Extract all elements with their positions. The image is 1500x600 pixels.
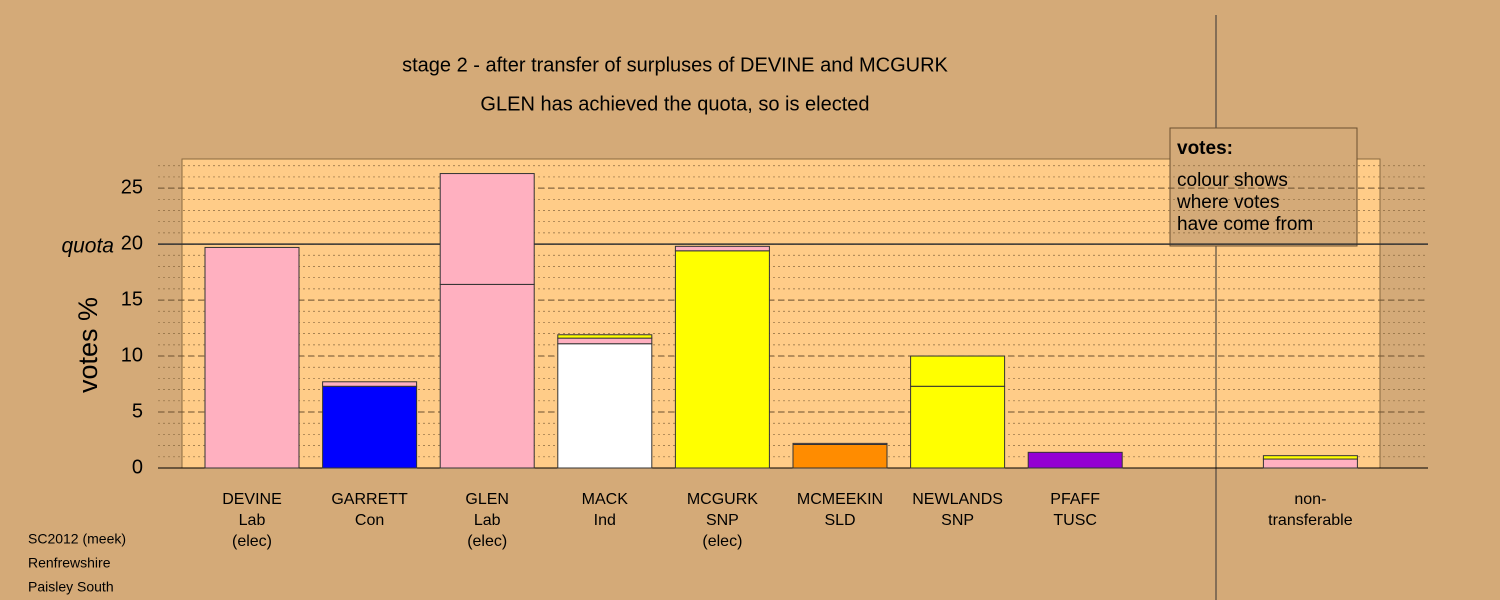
x-tick-label: DEVINE <box>222 491 282 508</box>
x-tick-label: TUSC <box>1053 512 1097 529</box>
x-tick-label: (elec) <box>702 533 742 550</box>
footnote: Renfrewshire <box>28 555 111 571</box>
x-tick-label: SLD <box>824 512 855 529</box>
bar-segment <box>910 355 1006 387</box>
bar-segment <box>439 173 535 285</box>
y-tick-label: 0 <box>132 456 143 478</box>
x-tick-label: transferable <box>1268 512 1353 529</box>
bar-segment <box>322 385 418 469</box>
legend-text: have come from <box>1177 214 1313 235</box>
bar-segment <box>1262 458 1358 469</box>
x-tick-label: Lab <box>239 512 266 529</box>
x-tick-label: SNP <box>706 512 739 529</box>
x-tick-label: GARRETT <box>331 491 408 508</box>
bar-segment <box>1027 451 1123 469</box>
y-tick-label: 25 <box>121 176 143 198</box>
x-tick-label: NEWLANDS <box>912 491 1003 508</box>
y-tick-label: 5 <box>132 400 143 422</box>
bar-segment <box>910 385 1006 469</box>
quota-label: quota <box>61 235 114 258</box>
legend-box <box>1169 127 1358 247</box>
footnote: SC2012 (meek) <box>28 531 126 547</box>
chart-subtitle: GLEN has achieved the quota, so is elect… <box>480 93 869 115</box>
x-tick-label: MCGURK <box>687 491 758 508</box>
y-axis-label: votes % <box>73 297 103 393</box>
legend-title: votes: <box>1177 138 1233 159</box>
bar-segment <box>322 381 418 387</box>
legend-text: colour shows <box>1177 170 1288 191</box>
bar-segment <box>557 343 653 469</box>
x-tick-label: Ind <box>594 512 616 529</box>
x-tick-label: MACK <box>582 491 629 508</box>
y-tick-label: 15 <box>121 288 143 310</box>
bar-segment <box>674 245 770 252</box>
bar-segment <box>674 250 770 469</box>
x-tick-label: non- <box>1294 491 1326 508</box>
bar-segment <box>204 246 300 469</box>
x-tick-label: MCMEEKIN <box>797 491 883 508</box>
x-tick-label: (elec) <box>232 533 272 550</box>
bar-segment <box>439 283 535 469</box>
bar-segment <box>557 334 653 339</box>
x-tick-label: Con <box>355 512 384 529</box>
bar-segment <box>792 442 888 445</box>
legend: votes: <box>1169 127 1358 247</box>
x-tick-label: Lab <box>474 512 501 529</box>
x-tick-label: GLEN <box>465 491 509 508</box>
x-tick-label: (elec) <box>467 533 507 550</box>
chart-title: stage 2 - after transfer of surpluses of… <box>402 54 948 76</box>
bar-segment <box>1262 455 1358 460</box>
x-tick-label: SNP <box>941 512 974 529</box>
bar-segment <box>792 443 888 469</box>
x-tick-label: PFAFF <box>1050 491 1100 508</box>
y-tick-label: 20 <box>121 232 143 254</box>
footnote: Paisley South <box>28 579 114 595</box>
bar-segment <box>557 337 653 345</box>
y-tick-label: 10 <box>121 344 143 366</box>
legend-text: where votes <box>1176 192 1279 213</box>
